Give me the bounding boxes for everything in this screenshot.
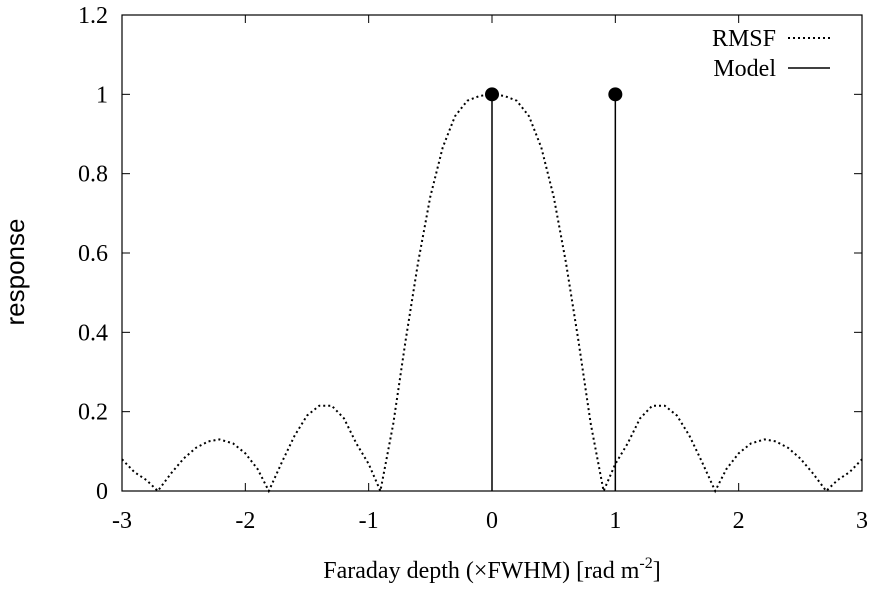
y-axis-label: response	[0, 219, 30, 326]
y-tick-label: 0.8	[78, 162, 108, 188]
y-tick-label: 0.2	[78, 400, 108, 426]
x-tick-label: -1	[359, 508, 379, 534]
x-tick-label: 1	[609, 508, 621, 534]
x-tick-label: 0	[486, 508, 498, 534]
x-tick-label: 3	[856, 508, 868, 534]
y-tick-label: 1	[96, 82, 108, 108]
legend-label-rmsf: RMSF	[712, 26, 776, 52]
x-tick-label: -3	[112, 508, 132, 534]
x-axis-label: Faraday depth (×FWHM) [rad m-2]	[323, 555, 660, 584]
y-tick-label: 0.4	[78, 320, 108, 346]
model-point	[608, 87, 623, 102]
y-tick-label: 0.6	[78, 241, 108, 267]
model-point	[485, 87, 499, 102]
x-tick-label: -2	[235, 508, 255, 534]
legend-label-model: Model	[713, 56, 776, 82]
x-tick-label: 2	[733, 508, 745, 534]
y-tick-label: 0	[96, 479, 108, 505]
y-tick-label: 1.2	[78, 3, 108, 29]
